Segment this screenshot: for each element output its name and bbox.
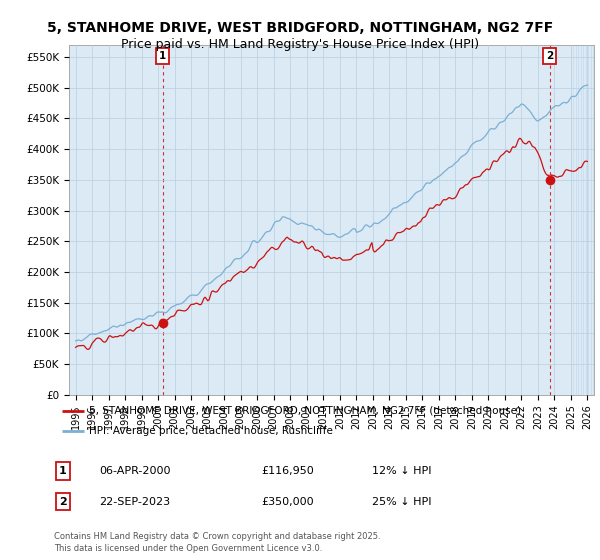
Text: Contains HM Land Registry data © Crown copyright and database right 2025.
This d: Contains HM Land Registry data © Crown c… [54,533,380,553]
Text: 12% ↓ HPI: 12% ↓ HPI [372,466,431,476]
Text: 1: 1 [59,466,67,476]
Text: 06-APR-2000: 06-APR-2000 [99,466,170,476]
Text: 5, STANHOME DRIVE, WEST BRIDGFORD, NOTTINGHAM, NG2 7FF: 5, STANHOME DRIVE, WEST BRIDGFORD, NOTTI… [47,21,553,35]
Text: £350,000: £350,000 [261,497,314,507]
Text: 5, STANHOME DRIVE, WEST BRIDGFORD, NOTTINGHAM, NG2 7FF (detached house): 5, STANHOME DRIVE, WEST BRIDGFORD, NOTTI… [89,405,521,416]
Bar [571,45,594,395]
Text: HPI: Average price, detached house, Rushcliffe: HPI: Average price, detached house, Rush… [89,426,333,436]
Text: 2: 2 [546,51,554,61]
Text: Price paid vs. HM Land Registry's House Price Index (HPI): Price paid vs. HM Land Registry's House … [121,38,479,51]
Text: 2: 2 [59,497,67,507]
Text: 25% ↓ HPI: 25% ↓ HPI [372,497,431,507]
Text: 1: 1 [159,51,166,61]
Text: £116,950: £116,950 [261,466,314,476]
Text: 22-SEP-2023: 22-SEP-2023 [99,497,170,507]
